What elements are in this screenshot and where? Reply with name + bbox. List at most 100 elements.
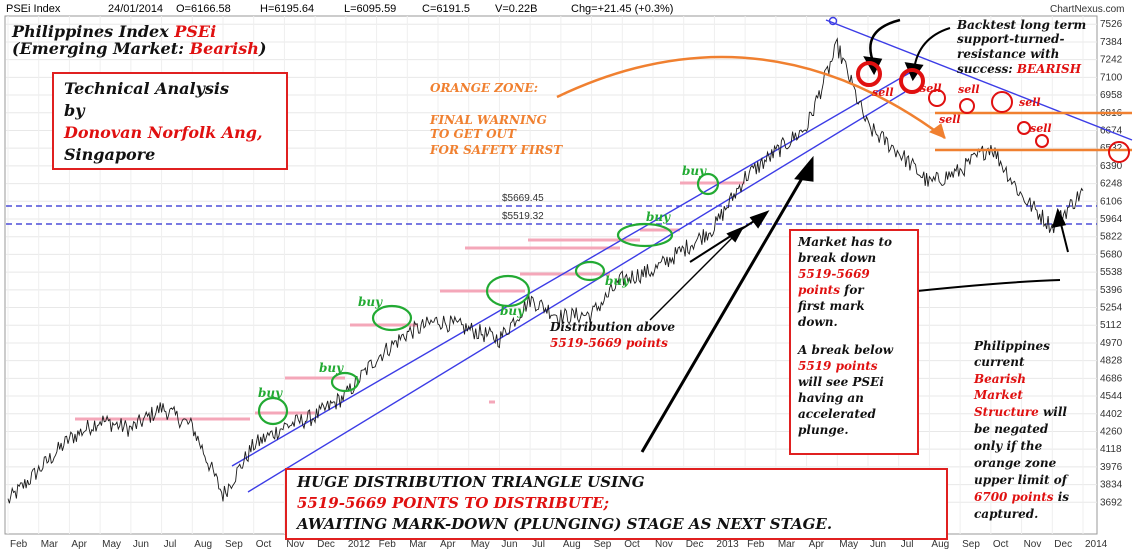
x-tick-label: Feb	[379, 539, 397, 550]
sell-label: sell	[1030, 122, 1052, 135]
backtest-note: Backtest long term support-turned- resis…	[956, 18, 1086, 76]
arrow-head	[726, 225, 745, 243]
backtest-line3: resistance with	[957, 47, 1059, 61]
x-tick-label: Apr	[440, 539, 456, 550]
y-tick-label: 7526	[1100, 19, 1123, 30]
x-tick-label: Nov	[655, 539, 673, 550]
x-tick-label: Nov	[1024, 539, 1042, 550]
y-tick-label: 4828	[1100, 356, 1123, 367]
structure-line9: upper limit of	[974, 473, 1069, 487]
buy-circle	[696, 172, 720, 196]
market-line1: Market has to	[798, 235, 893, 249]
sell-circle	[856, 61, 882, 87]
orange-zone-line1: ORANGE ZONE:	[430, 81, 538, 95]
y-tick-label: 6958	[1100, 90, 1123, 101]
y-tick-label: 4544	[1100, 391, 1123, 402]
buy-label: buy	[319, 361, 344, 375]
triangle-line3: AWAITING MARK-DOWN (PLUNGING) STAGE AS N…	[297, 515, 833, 533]
structure-line8: orange zone	[974, 456, 1057, 470]
big-arrow-head	[794, 155, 814, 182]
high-value: H=6195.64	[260, 3, 314, 15]
sell-labels: sell sell sell sell sell sell	[872, 82, 1052, 135]
y-tick-label: 5680	[1100, 249, 1123, 260]
title-prefix: Philippines Index	[11, 22, 174, 41]
y-tick-label: 4970	[1100, 338, 1123, 349]
y-tick-label: 6248	[1100, 179, 1123, 190]
x-axis: Feb Mar Apr May Jun Jul Aug Sep Oct Nov Dec 2012 Feb…	[10, 539, 1108, 550]
structure-line3: Bearish	[973, 372, 1026, 386]
sell-circle	[1108, 141, 1130, 163]
author-location: Singapore	[64, 145, 156, 164]
sell-circle	[1017, 121, 1031, 135]
market-line7: A break below	[798, 343, 894, 357]
x-tick-label: Mar	[41, 539, 59, 550]
trend-channel	[231, 16, 1133, 493]
structure-line4: Market	[973, 388, 1023, 402]
channel-anchor	[828, 16, 838, 26]
structure-line1: Philippines	[973, 339, 1050, 353]
y-tick-label: 5964	[1100, 214, 1123, 225]
title-suffix-2: )	[258, 39, 267, 58]
distribution-line1: Distribution above	[549, 320, 675, 334]
market-line12: plunge.	[798, 423, 849, 437]
y-tick-label: 6106	[1100, 196, 1123, 207]
change-value: Chg=+21.45 (+0.3%)	[571, 3, 673, 15]
market-points: points	[798, 283, 840, 297]
market-line6: down.	[798, 315, 838, 329]
buy-circle	[574, 260, 606, 282]
y-tick-label: 3692	[1100, 497, 1123, 508]
market-box: Market has to break down 5519-5669 point…	[789, 229, 919, 455]
sell-label: sell	[872, 86, 894, 99]
structure-points: 6700 points	[974, 490, 1054, 504]
x-tick-label: Aug	[563, 539, 581, 550]
y-tick-label: 4260	[1100, 426, 1123, 437]
buy-label: buy	[500, 304, 525, 318]
backtest-line4-prefix: success:	[957, 62, 1017, 76]
x-tick-label: May	[471, 539, 490, 550]
x-tick-label: 2014	[1085, 539, 1108, 550]
x-tick-label: Feb	[10, 539, 28, 550]
channel-top-line	[825, 19, 1133, 141]
structure-line11: captured.	[974, 507, 1038, 521]
y-tick-label: 5822	[1100, 232, 1123, 243]
sell-markers	[856, 61, 1130, 163]
structure-line5-suffix: will	[1039, 405, 1068, 419]
chart-title-line2: (Emerging Market: Bearish)	[12, 39, 266, 58]
x-tick-label: Oct	[256, 539, 272, 550]
x-tick-label: 2013	[716, 539, 739, 550]
orange-zone-line3: TO GET OUT	[430, 127, 517, 141]
y-tick-label: 4402	[1100, 409, 1123, 420]
chart-title-line1: Philippines Index PSEi	[11, 22, 216, 41]
y-tick-label: 3834	[1100, 480, 1123, 491]
distribution-line2: 5519-5669 points	[550, 336, 668, 350]
structure-line2: current	[974, 355, 1025, 369]
arrow-head	[749, 210, 770, 229]
sell-circle	[991, 91, 1013, 113]
x-tick-label: Apr	[71, 539, 87, 550]
date-label: 24/01/2014	[108, 3, 163, 15]
title-prefix-2: (Emerging Market:	[12, 39, 190, 58]
x-tick-label: Jun	[133, 539, 149, 550]
x-tick-label: Sep	[594, 539, 612, 550]
distribution-arrow-2	[649, 231, 739, 321]
y-tick-label: 7384	[1100, 37, 1123, 48]
market-line11: accelerated	[798, 407, 876, 421]
x-tick-label: Aug	[194, 539, 212, 550]
distribution-arrow-1	[689, 215, 763, 263]
backtest-line4: success: BEARISH	[957, 62, 1082, 76]
x-tick-label: Nov	[286, 539, 304, 550]
close-value: C=6191.5	[422, 3, 470, 15]
orange-arc-arrow	[556, 55, 946, 140]
y-tick-label: 5112	[1100, 320, 1122, 331]
backtest-highlight: BEARISH	[1016, 62, 1082, 76]
x-tick-label: Dec	[317, 539, 335, 550]
market-line3: 5519-5669	[798, 267, 870, 281]
orange-arrow-head	[928, 123, 946, 139]
channel-upper-line	[231, 67, 919, 467]
buy-labels: buy buy buy buy buy buy buy	[258, 164, 707, 400]
y-tick-label: 5396	[1100, 285, 1123, 296]
structure-line7: only if the	[974, 439, 1043, 453]
author-line1: Technical Analysis	[64, 79, 229, 98]
y-tick-label: 7242	[1100, 55, 1123, 66]
symbol-label: PSEi Index	[6, 3, 61, 15]
